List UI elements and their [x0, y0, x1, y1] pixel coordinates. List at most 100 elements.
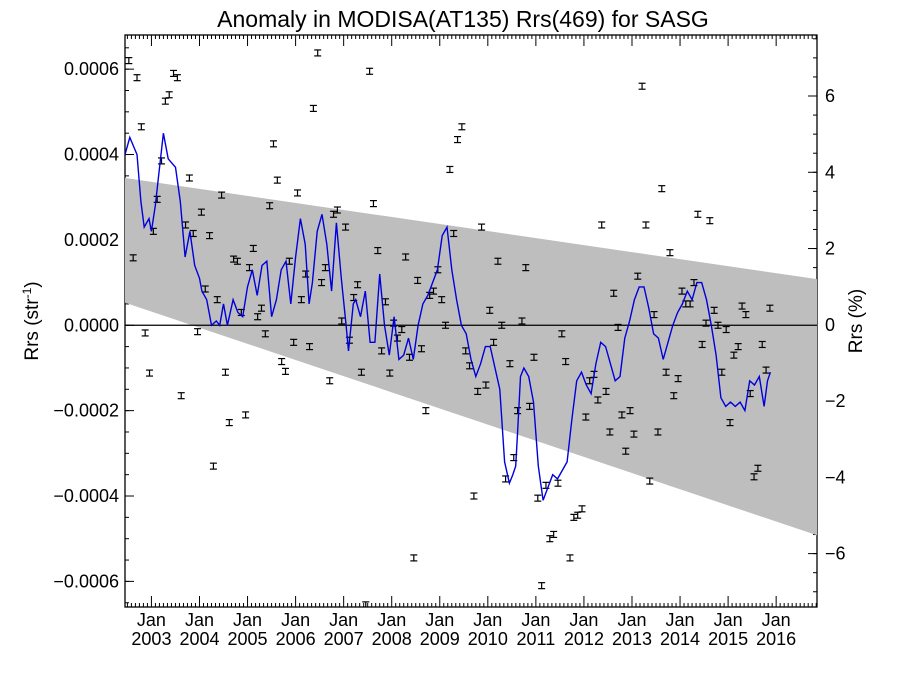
data-point [170, 69, 178, 78]
y-axis-left-title-end: ) [22, 281, 43, 287]
data-point [722, 325, 730, 334]
data-point [650, 311, 658, 319]
data-point [498, 321, 506, 329]
smoothed-series-line [125, 133, 772, 501]
data-point [442, 321, 450, 329]
data-point [269, 140, 277, 148]
data-point [642, 221, 650, 229]
data-point [458, 123, 466, 131]
data-point [165, 91, 173, 99]
data-point [338, 317, 346, 325]
data-point [626, 407, 634, 415]
data-point [290, 338, 298, 346]
data-point [630, 430, 638, 438]
data-point [254, 313, 262, 321]
data-point [454, 135, 462, 144]
data-point [706, 217, 714, 225]
data-point [730, 351, 738, 359]
data-point [357, 368, 365, 376]
x-tick-month-label: Jan [617, 610, 646, 630]
data-point [462, 347, 470, 355]
y-right-tick-label: 2 [825, 239, 835, 259]
data-point [594, 396, 602, 404]
data-point [546, 535, 554, 543]
x-tick-year-label: 2010 [468, 629, 508, 649]
y-axis-right-title: Rrs (%) [846, 289, 867, 353]
data-point [197, 208, 205, 216]
data-point [674, 375, 682, 383]
data-point [702, 319, 710, 327]
data-point [550, 530, 558, 539]
data-point [638, 82, 646, 90]
x-tick-year-label: 2009 [420, 629, 460, 649]
data-point [294, 189, 302, 197]
data-point [526, 402, 534, 410]
data-point [321, 264, 329, 272]
data-point [698, 340, 706, 349]
data-point [218, 191, 226, 199]
data-point [173, 74, 181, 82]
data-point [618, 411, 626, 419]
plot-area [125, 49, 817, 607]
y-right-tick-label: 6 [825, 86, 835, 106]
data-point [570, 513, 578, 521]
data-point [221, 368, 229, 376]
x-tick-month-label: Jan [137, 610, 166, 630]
y-right-tick-label: 4 [825, 162, 835, 182]
y-axis-left-title-sup: -1 [20, 287, 34, 298]
data-point [446, 165, 454, 174]
y-left-tick-label: 0.0006 [64, 59, 119, 79]
data-point [750, 473, 758, 481]
data-point [742, 311, 750, 319]
data-point [141, 329, 149, 337]
data-point [606, 428, 614, 436]
data-point [478, 223, 486, 231]
data-point [614, 323, 622, 331]
data-point [506, 360, 514, 368]
data-point [766, 304, 774, 312]
x-tick-year-label: 2014 [660, 629, 700, 649]
data-point [602, 387, 610, 396]
y-right-tick-label: −6 [825, 544, 846, 564]
data-point [666, 249, 674, 257]
x-tick-year-label: 2015 [708, 629, 748, 649]
data-point [494, 257, 502, 265]
data-point [137, 123, 145, 131]
x-tick-year-label: 2003 [131, 629, 171, 649]
data-point [534, 494, 542, 502]
data-point [242, 411, 250, 419]
data-point [414, 276, 422, 285]
data-point [209, 462, 217, 470]
data-point [318, 278, 326, 287]
x-tick-year-label: 2016 [756, 629, 796, 649]
data-point [266, 202, 274, 210]
data-point [734, 343, 742, 351]
x-tick-year-label: 2011 [517, 629, 556, 649]
data-point [369, 200, 377, 208]
x-tick-year-label: 2008 [372, 629, 412, 649]
data-point [558, 330, 566, 338]
data-point [518, 317, 526, 325]
data-point [598, 221, 606, 229]
x-tick-month-label: Jan [521, 610, 550, 630]
data-point [754, 464, 762, 472]
data-point [261, 330, 269, 338]
data-point [177, 392, 185, 400]
data-point [658, 185, 666, 193]
data-point [538, 582, 546, 590]
data-point [562, 357, 570, 366]
x-tick-year-label: 2013 [612, 629, 652, 649]
data-point [710, 306, 718, 314]
chart-title: Anomaly in MODISA(AT135) Rrs(469) for SA… [217, 6, 709, 32]
data-point [610, 289, 618, 297]
data-point [278, 357, 286, 366]
data-point [662, 368, 670, 376]
data-point [309, 104, 317, 113]
data-point [646, 477, 654, 485]
data-point [306, 343, 314, 351]
data-point [654, 428, 662, 436]
y-right-tick-label: −4 [825, 467, 846, 487]
x-tick-year-label: 2006 [276, 629, 316, 649]
data-point [670, 392, 678, 400]
data-point [330, 210, 338, 218]
